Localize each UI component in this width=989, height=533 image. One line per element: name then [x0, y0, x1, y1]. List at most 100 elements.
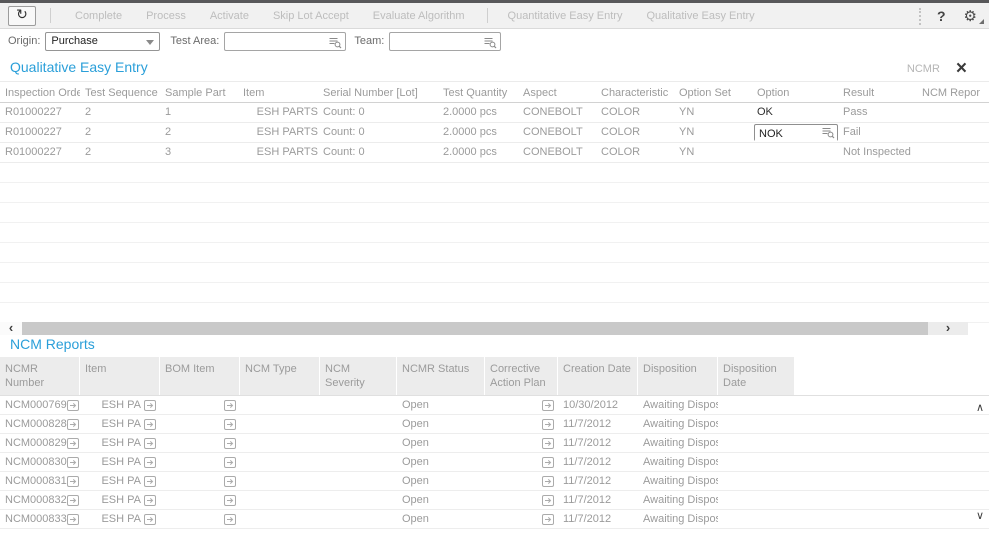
scroll-up-button[interactable]: ∧ — [976, 402, 984, 413]
team-input[interactable] — [390, 32, 501, 50]
link-arrow-icon[interactable] — [67, 419, 79, 430]
link-arrow-icon[interactable] — [67, 457, 79, 468]
col-corrective-action-plan[interactable]: Corrective Action Plan — [485, 357, 558, 395]
link-arrow-icon[interactable] — [67, 400, 79, 411]
scroll-down-icon: ∨ — [975, 509, 985, 522]
link-arrow-icon[interactable] — [144, 400, 156, 411]
help-button[interactable]: ? — [937, 8, 946, 24]
activate-button[interactable]: Activate — [209, 9, 249, 22]
empty-row — [0, 263, 989, 283]
aspect-cell: CONEBOLT — [523, 126, 583, 138]
disposition-cell: Awaiting Dispositi — [643, 456, 718, 468]
ncm-reports-grid: NCMR Number Item BOM Item NCM Type NCM S… — [0, 357, 989, 529]
table-row[interactable]: NCM000769 ESH PA Open 10/30/2012 Awaitin… — [0, 396, 989, 415]
creation-date-cell: 10/30/2012 — [563, 399, 619, 411]
table-row[interactable]: NCM000829 ESH PA Open 11/7/2012 Awaiting… — [0, 434, 989, 453]
col-option-set[interactable]: Option Set — [679, 87, 731, 99]
link-arrow-icon[interactable] — [542, 514, 554, 525]
col-item[interactable]: Item — [80, 357, 160, 395]
refresh-button[interactable]: ↻ — [8, 5, 36, 26]
table-row[interactable]: NCM000828 ESH PA Open 11/7/2012 Awaiting… — [0, 415, 989, 434]
process-button[interactable]: Process — [146, 9, 186, 22]
link-arrow-icon[interactable] — [224, 476, 236, 487]
col-bom-item[interactable]: BOM Item — [160, 357, 240, 395]
link-arrow-icon[interactable] — [144, 438, 156, 449]
skip-lot-accept-button[interactable]: Skip Lot Accept — [272, 9, 349, 22]
origin-select[interactable]: Purchase — [45, 31, 161, 51]
col-ncm-type[interactable]: NCM Type — [240, 357, 320, 395]
filler-cell — [795, 396, 989, 414]
col-sample-part[interactable]: Sample Part — [165, 87, 226, 99]
test-area-input[interactable] — [225, 32, 346, 50]
col-option[interactable]: Option — [757, 87, 790, 99]
option-cell[interactable]: OK — [757, 106, 773, 118]
test-sequence-cell: 2 — [85, 146, 92, 158]
col-item[interactable]: Item — [243, 87, 265, 99]
table-row[interactable]: NCM000833 ESH PA Open 11/7/2012 Awaiting… — [0, 510, 989, 529]
col-inspection-order[interactable]: Inspection Order — [5, 87, 80, 99]
link-arrow-icon[interactable] — [224, 400, 236, 411]
complete-button[interactable]: Complete — [75, 9, 123, 22]
table-row[interactable]: R01000227 2 2 ESH PARTS Count: 0 2.0000 … — [0, 123, 989, 143]
bom-item-cell — [160, 472, 240, 490]
horizontal-scrollbar-thumb[interactable] — [22, 322, 928, 335]
link-arrow-icon[interactable] — [67, 476, 79, 487]
link-arrow-icon[interactable] — [144, 495, 156, 506]
qualitative-easy-entry-button[interactable]: Qualitative Easy Entry — [646, 9, 755, 22]
col-test-quantity[interactable]: Test Quantity — [443, 87, 508, 99]
scroll-left-button[interactable]: ‹ — [0, 321, 22, 335]
link-arrow-icon[interactable] — [144, 476, 156, 487]
ncmr-number-text: NCM000832 — [5, 494, 67, 506]
creation-date-cell: 11/7/2012 — [563, 456, 612, 468]
option-cell[interactable] — [752, 143, 838, 162]
scroll-down-button[interactable]: ∨ — [975, 509, 985, 522]
scroll-right-button[interactable]: › — [928, 321, 968, 335]
link-arrow-icon[interactable] — [144, 419, 156, 430]
col-disposition[interactable]: Disposition — [638, 357, 718, 395]
link-arrow-icon[interactable] — [224, 495, 236, 506]
table-row[interactable]: NCM000830 ESH PA Open 11/7/2012 Awaiting… — [0, 453, 989, 472]
link-arrow-icon[interactable] — [224, 438, 236, 449]
col-result[interactable]: Result — [843, 87, 875, 99]
link-arrow-icon[interactable] — [542, 400, 554, 411]
link-arrow-icon[interactable] — [542, 419, 554, 430]
close-button[interactable]: × — [956, 59, 967, 78]
col-aspect[interactable]: Aspect — [523, 87, 557, 99]
link-arrow-icon[interactable] — [224, 419, 236, 430]
ncm-report-cell — [917, 103, 989, 122]
horizontal-scrollbar[interactable]: ‹ › — [0, 321, 968, 335]
col-serial-number[interactable]: Serial Number [Lot] — [323, 87, 418, 99]
link-arrow-icon[interactable] — [542, 438, 554, 449]
col-characteristic[interactable]: Characteristic — [601, 87, 669, 99]
quantitative-easy-entry-button[interactable]: Quantitative Easy Entry — [507, 9, 623, 22]
table-row[interactable]: R01000227 2 1 ESH PARTS Count: 0 2.0000 … — [0, 103, 989, 123]
choose-from-list-icon[interactable] — [328, 36, 342, 49]
col-creation-date[interactable]: Creation Date — [558, 357, 638, 395]
col-disposition-date[interactable]: Disposition Date — [718, 357, 795, 395]
vertical-scrollbar[interactable]: ∧ ∨ — [973, 397, 987, 533]
link-arrow-icon[interactable] — [67, 438, 79, 449]
choose-from-list-icon[interactable] — [821, 126, 835, 139]
col-ncm-severity[interactable]: NCM Severity — [320, 357, 397, 395]
link-arrow-icon[interactable] — [224, 514, 236, 525]
link-arrow-icon[interactable] — [144, 457, 156, 468]
option-input[interactable] — [755, 126, 837, 142]
col-ncmr-number[interactable]: NCMR Number — [0, 357, 80, 395]
settings-button[interactable]: ⚙ — [964, 8, 984, 24]
link-arrow-icon[interactable] — [542, 457, 554, 468]
evaluate-algorithm-button[interactable]: Evaluate Algorithm — [372, 9, 465, 22]
choose-from-list-icon[interactable] — [483, 36, 497, 49]
link-arrow-icon[interactable] — [67, 495, 79, 506]
table-row[interactable]: NCM000831 ESH PA Open 11/7/2012 Awaiting… — [0, 472, 989, 491]
col-ncm-report[interactable]: NCM Repor — [922, 87, 981, 99]
link-arrow-icon[interactable] — [542, 476, 554, 487]
table-row[interactable]: R01000227 2 3 ESH PARTS Count: 0 2.0000 … — [0, 143, 989, 163]
col-ncmr-status[interactable]: NCMR Status — [397, 357, 485, 395]
link-arrow-icon[interactable] — [144, 514, 156, 525]
table-row[interactable]: NCM000832 ESH PA Open 11/7/2012 Awaiting… — [0, 491, 989, 510]
col-test-sequence[interactable]: Test Sequence — [85, 87, 158, 99]
link-arrow-icon[interactable] — [224, 457, 236, 468]
link-arrow-icon[interactable] — [67, 514, 79, 525]
empty-row — [0, 203, 989, 223]
link-arrow-icon[interactable] — [542, 495, 554, 506]
